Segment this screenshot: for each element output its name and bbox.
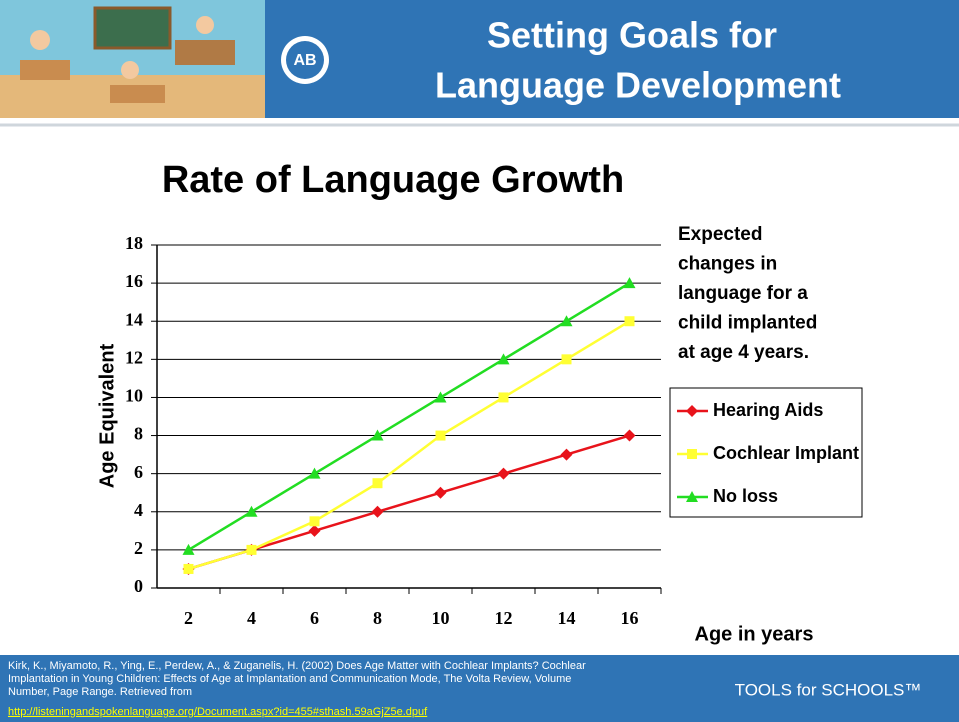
- citation: Kirk, K., Miyamoto, R., Ying, E., Perdew…: [8, 660, 586, 672]
- slide: AB Setting Goals for Language Developmen…: [0, 0, 959, 722]
- citation: Number, Page Range. Retrieved from: [8, 686, 192, 698]
- annotation: changes in: [678, 254, 777, 275]
- x-tick-label: 8: [373, 608, 382, 628]
- y-tick-label: 4: [134, 500, 143, 520]
- x-tick-label: 4: [247, 608, 256, 628]
- x-axis-title: Age in years: [695, 623, 814, 645]
- citation: Implantation in Young Children: Effects …: [8, 673, 571, 685]
- y-tick-label: 8: [134, 424, 143, 444]
- y-tick-label: 6: [134, 462, 143, 482]
- legend-label: Hearing Aids: [713, 400, 823, 420]
- slide-title: Language Development: [435, 65, 841, 106]
- y-tick-label: 2: [134, 538, 143, 558]
- marker: [247, 545, 257, 555]
- x-tick-label: 16: [621, 608, 639, 628]
- logo-text: AB: [293, 52, 316, 69]
- legend-label: Cochlear Implant: [713, 443, 859, 463]
- annotation: child implanted: [678, 313, 817, 334]
- brand: TOOLS for SCHOOLS™: [735, 680, 922, 699]
- legend-label: No loss: [713, 486, 778, 506]
- y-tick-label: 16: [125, 271, 143, 291]
- marker: [625, 316, 635, 326]
- annotation: language for a: [678, 283, 808, 304]
- y-tick-label: 14: [125, 309, 143, 329]
- slide-title: Setting Goals for: [487, 15, 777, 56]
- marker: [184, 564, 194, 574]
- x-tick-label: 14: [558, 608, 576, 628]
- y-tick-label: 12: [125, 347, 143, 367]
- x-tick-label: 10: [432, 608, 450, 628]
- y-tick-label: 0: [134, 576, 143, 596]
- y-tick-label: 18: [125, 233, 143, 253]
- marker: [499, 392, 509, 402]
- annotation: Expected: [678, 224, 762, 245]
- marker: [687, 449, 697, 459]
- chart-title: Rate of Language Growth: [162, 159, 624, 201]
- x-tick-label: 12: [495, 608, 513, 628]
- annotation: at age 4 years.: [678, 342, 809, 363]
- citation-link[interactable]: http://listeningandspokenlanguage.org/Do…: [8, 706, 428, 718]
- classroom-illustration: [0, 0, 265, 118]
- marker: [562, 354, 572, 364]
- marker: [310, 516, 320, 526]
- x-tick-label: 2: [184, 608, 193, 628]
- y-tick-label: 10: [125, 386, 143, 406]
- marker: [436, 431, 446, 441]
- y-axis-title: Age Equivalent: [96, 343, 118, 488]
- marker: [373, 478, 383, 488]
- x-tick-label: 6: [310, 608, 319, 628]
